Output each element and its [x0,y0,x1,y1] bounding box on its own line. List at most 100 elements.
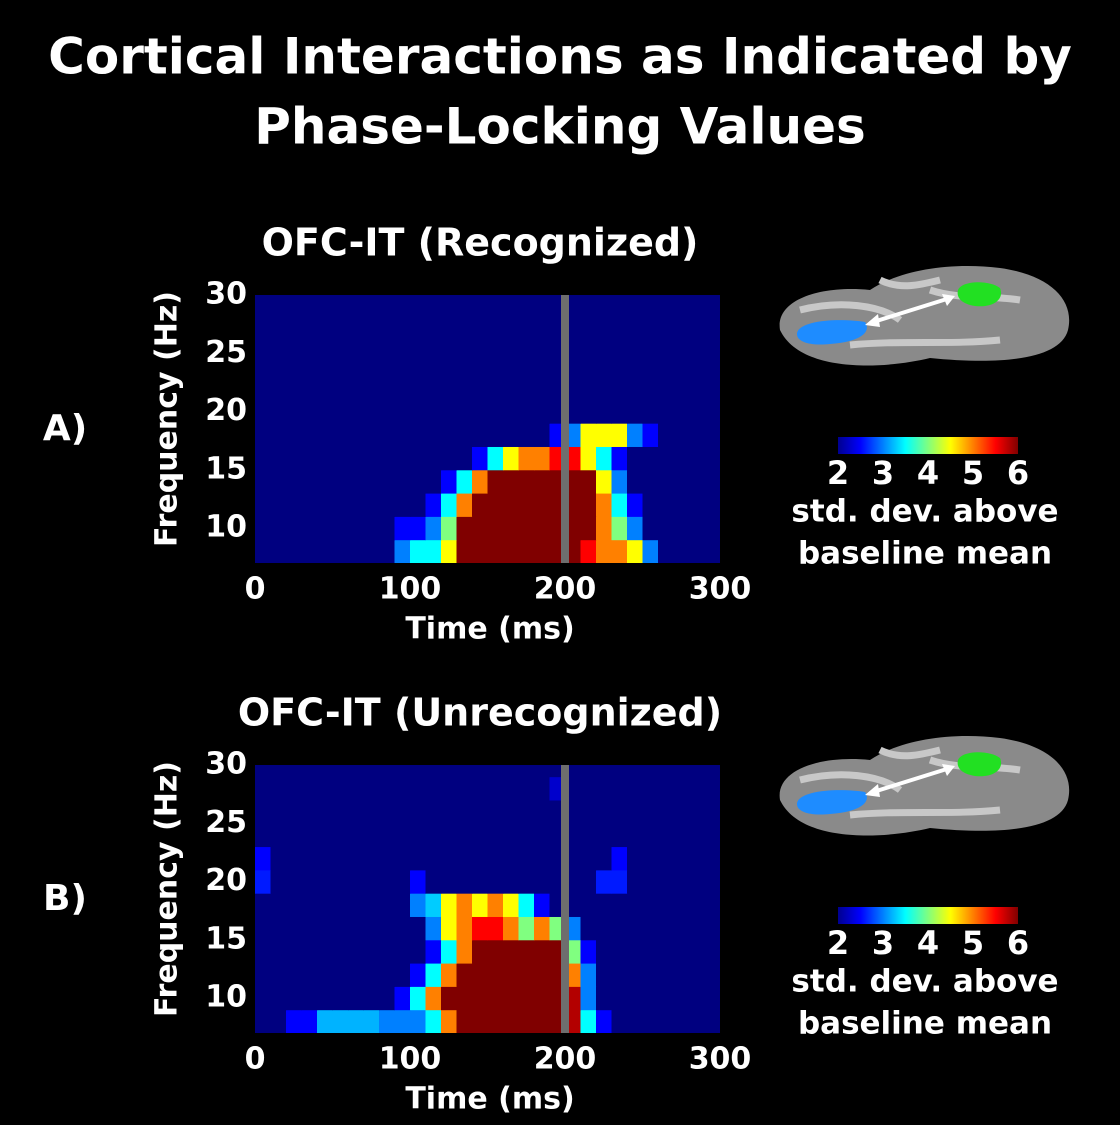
heatmap-cell [643,847,659,871]
heatmap-cell [441,893,457,917]
heatmap-cell [410,963,426,987]
heatmap-cell [674,470,690,494]
heatmap-cell [364,893,380,917]
heatmap-cell [643,470,659,494]
heatmap-cell [503,283,519,307]
heatmap-cell [674,307,690,331]
heatmap-cell [302,870,318,894]
heatmap-cell [596,847,612,871]
heatmap-cell [395,377,411,401]
heatmap-cell [472,470,488,494]
heatmap-cell [596,493,612,517]
heatmap-cell [705,986,721,1010]
heatmap-cell [426,986,442,1010]
heatmap-cell [488,330,504,354]
heatmap-cell [255,847,271,871]
heatmap-cell [410,847,426,871]
heatmap-cell [364,800,380,824]
heatmap-cell [379,493,395,517]
heatmap-cell [705,283,721,307]
heatmap-cell [364,753,380,777]
heatmap-cell [426,893,442,917]
x-tick-label: 100 [379,1042,442,1077]
heatmap-cell [658,540,674,564]
heatmap-cell [581,823,597,847]
heatmap-cell [519,400,535,424]
heatmap-cell [255,753,271,777]
heatmap-cell [689,1010,705,1034]
heatmap-cell [379,330,395,354]
heatmap-cell [348,823,364,847]
heatmap-cell [271,423,287,447]
heatmap-cell [689,307,705,331]
heatmap-cell [534,1010,550,1034]
heatmap-cell [689,986,705,1010]
heatmap-cell [255,1010,271,1034]
heatmap-cell [364,470,380,494]
heatmap-cell [689,540,705,564]
heatmap-cell [689,470,705,494]
heatmap-cell [302,353,318,377]
heatmap-cell [379,423,395,447]
heatmap-cell [519,516,535,540]
heatmap-cell [286,870,302,894]
y-tick-label: 30 [205,277,247,312]
heatmap-cell [255,777,271,801]
heatmap-cell [426,307,442,331]
heatmap-cell [581,330,597,354]
heatmap-cell [581,516,597,540]
heatmap-cell [333,540,349,564]
heatmap-cell [395,423,411,447]
heatmap-cell [674,377,690,401]
heatmap-cell [426,353,442,377]
heatmap-cell [333,963,349,987]
heatmap-cell [457,1010,473,1034]
colorbar-tick-label: 5 [962,454,984,492]
heatmap-cell [503,940,519,964]
heatmap-cell [379,823,395,847]
heatmap-cell [581,870,597,894]
heatmap-cell [317,986,333,1010]
heatmap-cell [410,446,426,470]
heatmap-cell [705,916,721,940]
heatmap-cell [426,540,442,564]
heatmap-cell [658,377,674,401]
heatmap-cell [255,470,271,494]
heatmap-cell [364,777,380,801]
heatmap-cell [581,893,597,917]
heatmap-cell [627,400,643,424]
heatmap-cell [643,940,659,964]
heatmap-cell [472,353,488,377]
heatmap-cell [426,516,442,540]
heatmap-cell [705,847,721,871]
heatmap-cell [658,516,674,540]
heatmap-cell [643,493,659,517]
heatmap-cell [488,986,504,1010]
heatmap-cell [441,940,457,964]
heatmap-cell [658,1010,674,1034]
heatmap-cell [302,847,318,871]
heatmap-cell [302,963,318,987]
heatmap-cell [364,963,380,987]
heatmap-cell [348,986,364,1010]
heatmap-cell [519,423,535,447]
heatmap-cell [705,870,721,894]
heatmap-cell [643,870,659,894]
heatmap-cell [348,540,364,564]
heatmap-cell [627,423,643,447]
heatmap-cell [286,800,302,824]
heatmap-cell [348,400,364,424]
heatmap-cell [503,800,519,824]
heatmap-cell [596,777,612,801]
heatmap-cell [519,823,535,847]
heatmap-cell [379,353,395,377]
heatmap-cell [519,283,535,307]
heatmap-cell [286,893,302,917]
heatmap-cell [364,377,380,401]
heatmap-cell [689,283,705,307]
heatmap-cell [705,540,721,564]
heatmap-cell [534,870,550,894]
heatmap-cell [658,446,674,470]
heatmap-cell [503,540,519,564]
heatmap-cell [488,400,504,424]
